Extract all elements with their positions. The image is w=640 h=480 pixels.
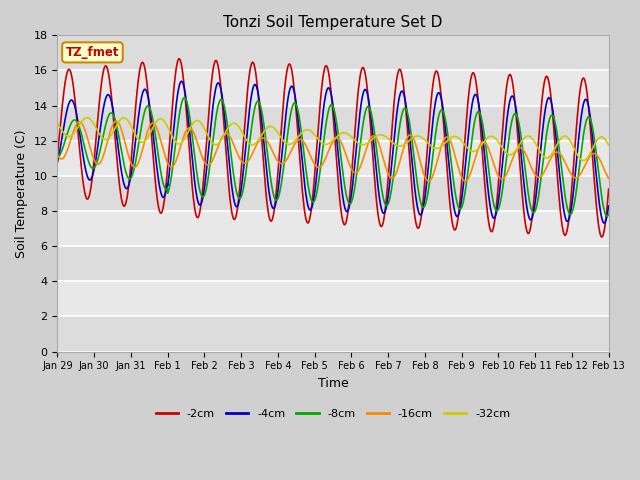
-8cm (163, 187, 170, 192)
-16cm (605, 175, 612, 181)
-2cm (163, 177, 170, 182)
-2cm (419, 200, 427, 206)
-16cm (54, 152, 61, 158)
-32cm (579, 157, 587, 163)
Line: -16cm: -16cm (58, 121, 609, 181)
-8cm (491, 205, 499, 211)
Bar (58, 141, 609, 176)
-16cm (238, 159, 246, 165)
Line: -4cm: -4cm (58, 81, 609, 223)
Line: -2cm: -2cm (58, 59, 609, 237)
-16cm (419, 168, 427, 174)
-32cm (163, 123, 171, 129)
-32cm (54, 120, 61, 126)
-4cm (540, 120, 547, 125)
-32cm (419, 135, 427, 141)
-2cm (540, 84, 547, 90)
-8cm (540, 155, 547, 160)
-32cm (605, 142, 612, 148)
-32cm (540, 154, 547, 159)
-4cm (238, 180, 246, 185)
Text: TZ_fmet: TZ_fmet (66, 46, 119, 59)
-16cm (540, 169, 548, 175)
-2cm (491, 216, 499, 222)
-4cm (176, 81, 184, 86)
-8cm (419, 204, 427, 210)
-2cm (175, 56, 183, 61)
-4cm (491, 215, 499, 220)
-8cm (238, 192, 246, 197)
-4cm (178, 78, 186, 84)
Bar (58, 36, 609, 71)
-8cm (180, 95, 188, 100)
Bar (58, 211, 609, 246)
-32cm (491, 135, 499, 141)
-16cm (177, 144, 184, 150)
-16cm (112, 118, 120, 124)
Bar (58, 106, 609, 141)
Bar (58, 246, 609, 281)
-32cm (83, 115, 91, 120)
-4cm (54, 159, 61, 165)
-4cm (163, 186, 170, 192)
-2cm (177, 58, 184, 63)
-16cm (163, 159, 171, 165)
-4cm (419, 207, 427, 213)
-2cm (598, 234, 605, 240)
-4cm (600, 220, 608, 226)
Line: -32cm: -32cm (58, 118, 609, 160)
Bar (58, 281, 609, 316)
-32cm (238, 129, 246, 135)
-32cm (177, 141, 184, 146)
Line: -8cm: -8cm (58, 97, 609, 216)
-8cm (604, 213, 611, 219)
-8cm (54, 155, 61, 160)
Bar (58, 71, 609, 106)
-8cm (176, 108, 184, 114)
Bar (58, 176, 609, 211)
Legend: -2cm, -4cm, -8cm, -16cm, -32cm: -2cm, -4cm, -8cm, -16cm, -32cm (151, 405, 515, 423)
-2cm (238, 157, 246, 163)
-16cm (492, 166, 499, 171)
X-axis label: Time: Time (317, 377, 348, 390)
-2cm (605, 186, 612, 192)
-4cm (605, 203, 612, 209)
-2cm (54, 153, 61, 159)
Y-axis label: Soil Temperature (C): Soil Temperature (C) (15, 129, 28, 258)
Title: Tonzi Soil Temperature Set D: Tonzi Soil Temperature Set D (223, 15, 443, 30)
Bar (58, 316, 609, 351)
-8cm (605, 212, 612, 217)
-16cm (425, 179, 433, 184)
